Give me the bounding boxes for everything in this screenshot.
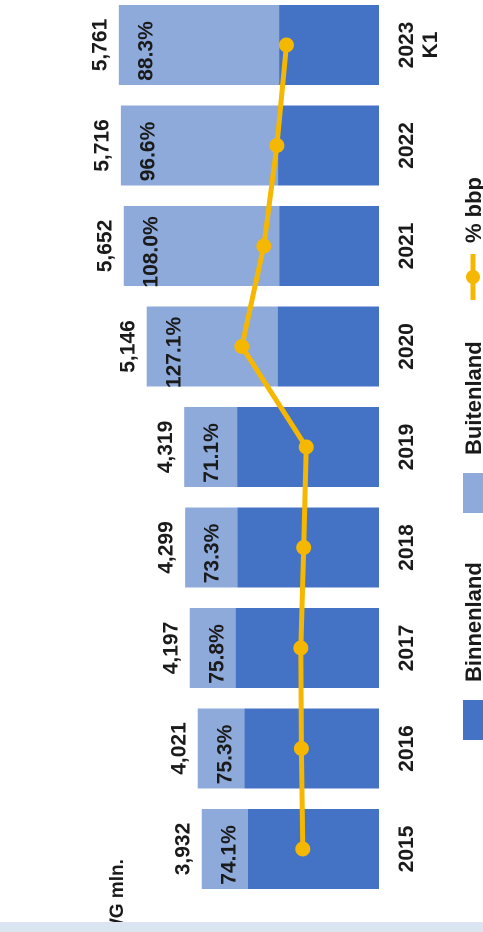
legend-label-bbp: % bbp bbox=[461, 177, 483, 243]
total-label-3: 4,299 bbox=[155, 521, 178, 574]
bar-binnenland-1 bbox=[244, 708, 380, 789]
bars-group bbox=[118, 0, 381, 890]
bar-binnenland-7 bbox=[278, 105, 380, 186]
total-label-7: 5,716 bbox=[90, 119, 113, 172]
bbp-label-1: 75.3% bbox=[213, 724, 236, 784]
category-label-7: 2022 bbox=[395, 122, 418, 169]
bar-buitenland-7 bbox=[120, 105, 279, 186]
bar-buitenland-6 bbox=[123, 206, 280, 286]
total-label-4: 4,319 bbox=[154, 421, 177, 474]
bar-binnenland-0 bbox=[247, 809, 380, 889]
bbp-point-4 bbox=[298, 439, 314, 455]
bar-binnenland-6 bbox=[279, 206, 380, 286]
y-axis-title: AWG mln. bbox=[107, 859, 128, 932]
legend-marker-bbp bbox=[466, 270, 480, 284]
labels-group: 3,932 2015 74.1% 4,021 2016 75.3% 4,197 2017 75.… bbox=[88, 18, 441, 884]
bar-buitenland-8 bbox=[118, 5, 280, 85]
legend-swatch-binnenland bbox=[463, 700, 483, 740]
total-label-5: 5,146 bbox=[116, 320, 139, 373]
bbp-label-7: 96.6% bbox=[136, 121, 159, 181]
bbp-label-2: 75.8% bbox=[205, 624, 228, 684]
bbp-point-8 bbox=[278, 37, 294, 53]
bbp-label-6: 108.0% bbox=[139, 216, 162, 288]
bbp-point-2 bbox=[293, 640, 309, 656]
total-label-1: 4,021 bbox=[167, 722, 190, 775]
category-label-0: 2015 bbox=[395, 825, 418, 872]
total-label-6: 5,652 bbox=[93, 220, 116, 273]
bar-buitenland-3 bbox=[185, 507, 238, 588]
bbp-point-7 bbox=[269, 138, 285, 153]
bar-buitenland-4 bbox=[184, 407, 238, 487]
legend-swatch-buitenland bbox=[463, 473, 483, 513]
bar-binnenland-5 bbox=[277, 306, 380, 387]
bbp-label-4: 71.1% bbox=[200, 423, 223, 483]
legend-label-buitenland: Buitenland bbox=[461, 341, 483, 455]
bar-buitenland-2 bbox=[189, 608, 236, 688]
bbp-point-6 bbox=[256, 238, 272, 254]
total-label-0: 3,932 bbox=[171, 823, 194, 876]
legend: Binnenland Buitenland % bbp bbox=[461, 177, 483, 740]
total-label-2: 4,197 bbox=[159, 622, 182, 675]
category-label-4: 2019 bbox=[395, 424, 418, 471]
total-label-8: 5,761 bbox=[88, 18, 111, 71]
bar-buitenland-1 bbox=[197, 708, 245, 789]
bbp-label-3: 73.3% bbox=[201, 523, 224, 583]
category-label-8: 2023K1 bbox=[395, 22, 442, 69]
legend-label-binnenland: Binnenland bbox=[461, 562, 483, 682]
bbp-point-0 bbox=[295, 841, 311, 857]
category-label-3: 2018 bbox=[395, 524, 418, 571]
bbp-label-8: 88.3% bbox=[134, 21, 157, 81]
category-label-6: 2021 bbox=[395, 222, 418, 269]
bbp-point-5 bbox=[234, 339, 250, 354]
bar-buitenland-5 bbox=[146, 306, 278, 387]
category-label-5: 2020 bbox=[395, 323, 418, 370]
bar-buitenland-0 bbox=[201, 809, 248, 889]
category-label-2: 2017 bbox=[395, 625, 418, 672]
line-group bbox=[234, 37, 314, 857]
bar-binnenland-8 bbox=[279, 5, 380, 85]
bottom-divider bbox=[0, 922, 483, 932]
bbp-point-1 bbox=[293, 741, 309, 756]
category-label-1: 2016 bbox=[395, 725, 418, 772]
bbp-label-0: 74.1% bbox=[217, 825, 240, 885]
bbp-point-3 bbox=[296, 540, 312, 555]
bbp-label-5: 127.1% bbox=[162, 317, 185, 389]
